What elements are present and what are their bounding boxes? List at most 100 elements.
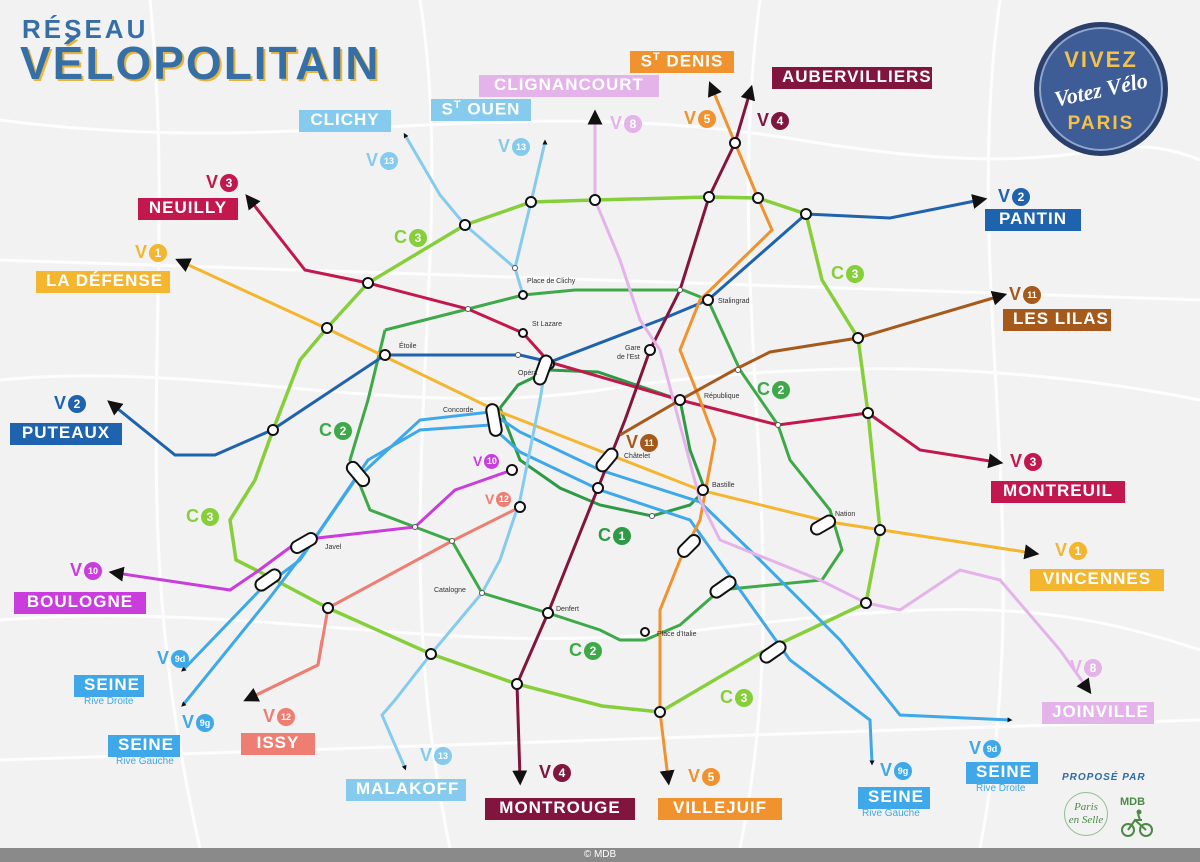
station-concorde: Concorde [443, 407, 474, 414]
badge-v12-center: V 12 [485, 491, 512, 507]
dest-montreuil: MONTREUIL [991, 481, 1125, 503]
station-etoile: Étoile [399, 343, 417, 350]
route-v8 [587, 109, 1092, 695]
station-javel: Javel [325, 544, 342, 551]
dest-la-defense: LA DÉFENSE [36, 271, 170, 293]
dest-villejuif: VILLEJUIF [658, 798, 782, 820]
paris-en-selle-logo: Paris en Selle [1064, 792, 1108, 836]
subtitle-rive-droite-east: Rive Droite [976, 783, 1026, 794]
small-junctions [412, 265, 781, 596]
station-chatelet: Châtelet [624, 453, 651, 460]
dest-boulogne: BOULOGNE [14, 592, 146, 614]
route-v13-west [403, 134, 525, 296]
dest-seine-rive-gauche-east: SEINE [858, 787, 930, 809]
station-place-de-clichy: Place de Clichy [527, 278, 576, 285]
dest-seine-rive-gauche-west: SEINE [108, 735, 180, 757]
route-v10 [108, 468, 513, 592]
station-place-ditalie: Place d'Italie [657, 631, 697, 638]
endpoint-arrows [181, 114, 1013, 771]
badge-v10-center: V 10 [473, 453, 500, 469]
subtitle-rive-gauche-west: Rive Gauche [116, 756, 174, 767]
station-nation: Nation [835, 511, 856, 518]
dest-st-ouen: ST OUEN [431, 99, 531, 121]
station-st-lazare: St Lazare [532, 321, 562, 328]
badge-v13-south: V 13 [420, 745, 453, 766]
badge-v10-west: V 10 [70, 560, 103, 581]
route-v13-south [380, 369, 547, 769]
map-title-line1: RÉSEAU [22, 14, 149, 44]
badge-v11-east: V 11 [1009, 284, 1042, 305]
copyright-footer: © MDB [0, 848, 1200, 862]
dest-st-denis: ST DENIS [630, 51, 734, 73]
map-title-line2: VÉLOPOLITAIN [20, 37, 381, 89]
station-catalogne: Catalogne [434, 587, 466, 594]
station-gare-de-lest-1: Gare [625, 345, 641, 352]
station-republique: République [704, 393, 740, 400]
badge-v9d-west: V 9d [157, 648, 190, 669]
dest-neuilly: NEUILLY [138, 198, 238, 220]
mdb-logo: MDB [1120, 796, 1180, 841]
badge-v13-north: V 13 [498, 136, 531, 157]
subtitle-rive-gauche-east: Rive Gauche [862, 808, 920, 819]
dest-aubervilliers: AUBERVILLIERS [772, 67, 932, 89]
dest-clichy: CLICHY [299, 110, 391, 132]
stamp-line3: PARIS [1067, 113, 1135, 134]
stamp-line1: VIVEZ [1064, 47, 1138, 72]
dest-pantin: PANTIN [985, 209, 1081, 231]
dest-les-lilas: LES LILAS [1003, 309, 1111, 331]
station-opera: Opéra [518, 370, 538, 377]
route-v11 [619, 290, 1008, 437]
badge-v12-south: V 12 [263, 706, 296, 727]
bicycle-icon [1121, 809, 1153, 837]
route-v5 [658, 81, 774, 786]
badge-v9d-east: V 9d [969, 738, 1002, 759]
station-stalingrad: Stalingrad [718, 298, 750, 305]
station-bastille: Bastille [712, 482, 735, 489]
badge-v9g-west: V 9g [182, 712, 215, 733]
badge-v9g-east: V 9g [880, 760, 913, 781]
dest-joinville: JOINVILLE [1042, 702, 1154, 724]
mdb-logo-text: MDB [1120, 796, 1146, 808]
dest-issy: ISSY [241, 733, 315, 755]
station-gare-de-lest-2: de l'Est [617, 354, 640, 361]
route-v1 [175, 258, 1040, 560]
dest-montrouge: MONTROUGE [485, 798, 635, 820]
dest-seine-rive-droite-east: SEINE [966, 762, 1038, 784]
dest-clignancourt: CLIGNANCOURT [479, 75, 659, 97]
subtitle-rive-droite-west: Rive Droite [84, 696, 134, 707]
dest-puteaux: PUTEAUX [10, 423, 122, 445]
route-v9-rive-droite [181, 410, 1011, 722]
dest-vincennes: VINCENNES [1030, 569, 1164, 591]
dest-malakoff: MALAKOFF [346, 779, 466, 801]
vivez-paris-stamp: VIVEZ Votez Vélo PARIS [1034, 22, 1168, 156]
proposed-by-label: PROPOSÉ PAR [1062, 772, 1146, 783]
badge-v13-west: V 13 [366, 150, 399, 171]
dest-seine-rive-droite-west: SEINE [74, 675, 144, 697]
station-denfert: Denfert [556, 606, 579, 613]
interchange-pills [254, 354, 837, 664]
badge-v11-center: V 11 [626, 432, 659, 453]
